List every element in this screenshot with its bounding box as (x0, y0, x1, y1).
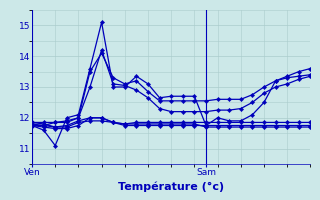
X-axis label: Température (°c): Température (°c) (118, 181, 224, 192)
